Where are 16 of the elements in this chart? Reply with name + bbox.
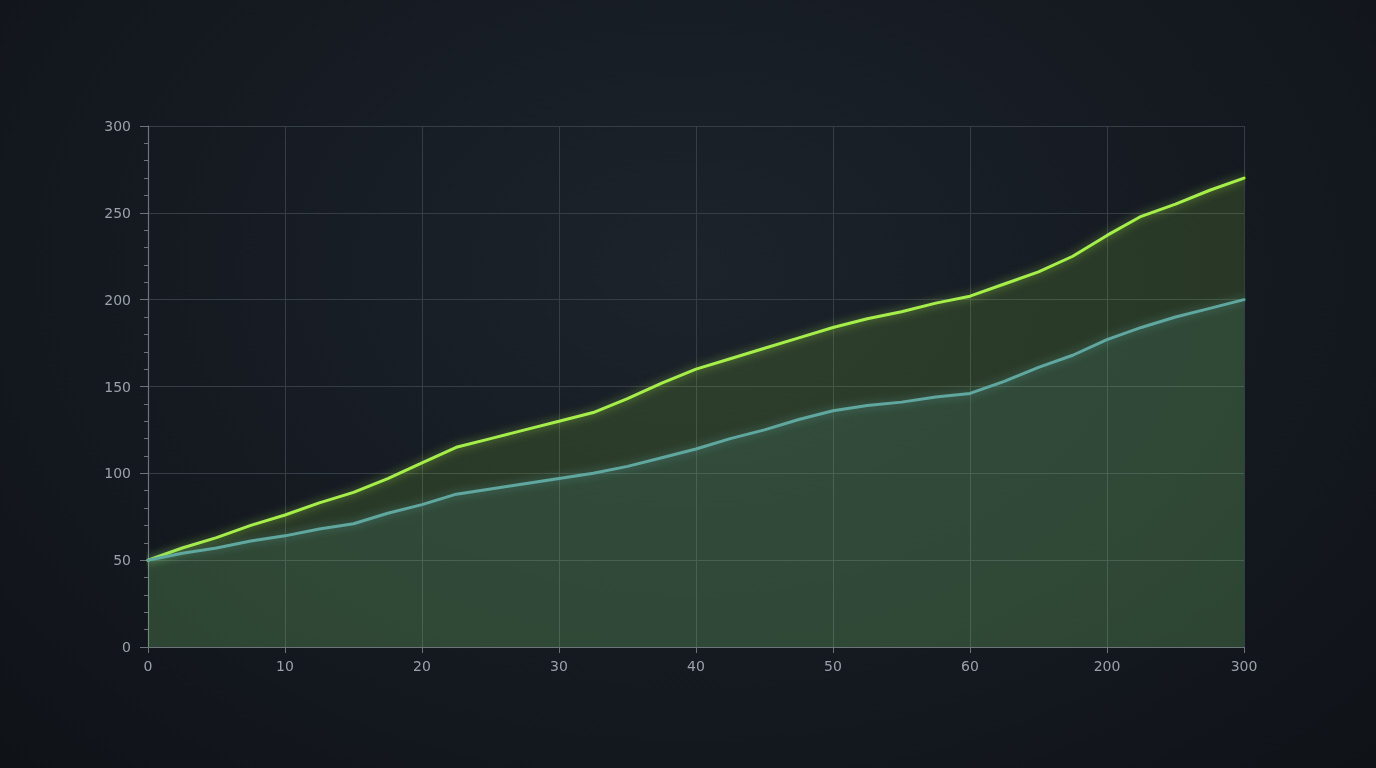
y-tick-label: 100 (104, 465, 131, 482)
y-tick-label: 0 (122, 639, 131, 655)
x-tick-label: 40 (687, 658, 705, 674)
y-tick-label: 200 (104, 291, 131, 308)
x-tick-label: 300 (1230, 658, 1258, 674)
y-tick-label: 50 (113, 552, 131, 569)
x-tick-label: 20 (413, 658, 431, 674)
x-tick-label: 50 (824, 658, 842, 674)
y-tick-label: 250 (104, 204, 131, 221)
x-tick-label: 10 (276, 658, 294, 674)
y-tick-label: 150 (104, 378, 131, 395)
x-tick-label: 0 (143, 658, 153, 674)
x-tick-label: 30 (550, 658, 568, 674)
x-tick-label: 60 (961, 658, 979, 674)
y-tick-label: 300 (104, 118, 131, 134)
x-tick-label: 200 (1093, 658, 1121, 674)
